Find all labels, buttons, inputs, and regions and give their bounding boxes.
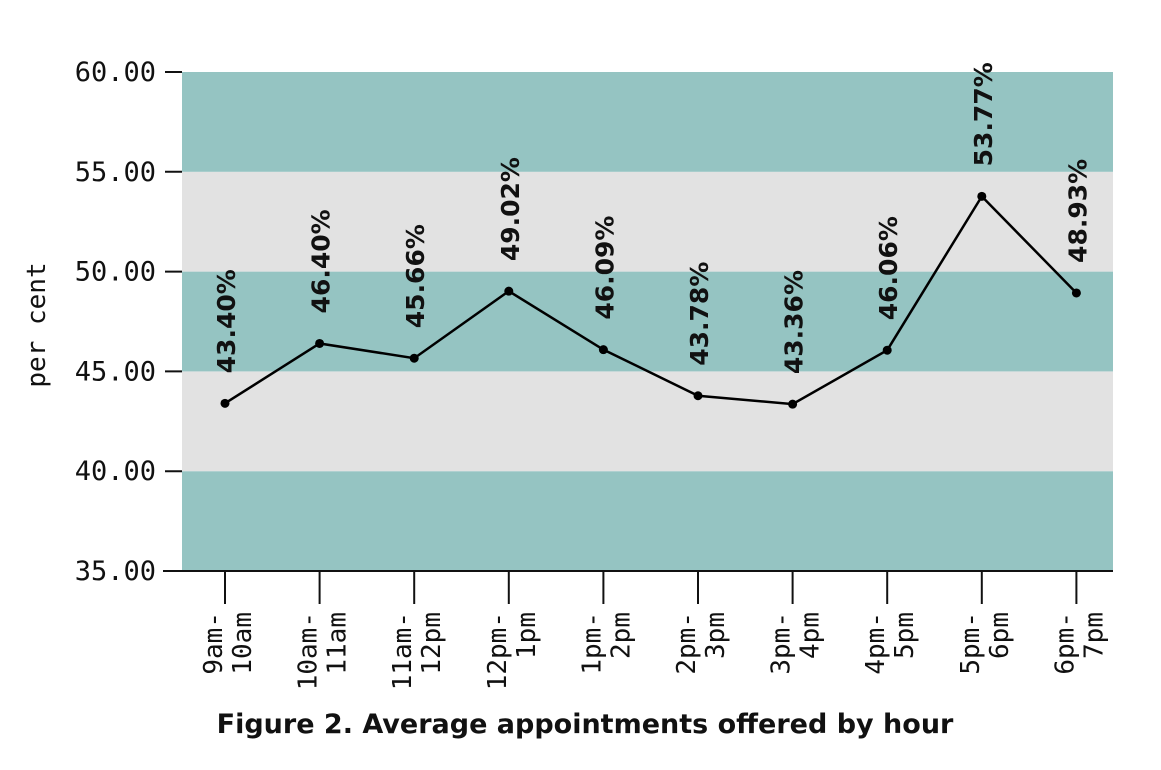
x-tick-label: 4pm-5pm bbox=[861, 612, 920, 675]
data-point bbox=[788, 399, 798, 409]
series-average-appointments bbox=[220, 191, 1081, 409]
data-label: 49.02% bbox=[496, 157, 525, 261]
background-bands bbox=[182, 72, 1113, 571]
y-tick-label: 50.00 bbox=[75, 257, 156, 288]
data-label: 46.09% bbox=[590, 216, 619, 320]
data-label: 43.36% bbox=[780, 270, 809, 374]
background-band bbox=[182, 171, 1113, 272]
data-label: 46.06% bbox=[874, 216, 903, 320]
x-tick-label: 2pm-3pm bbox=[672, 612, 731, 675]
data-point bbox=[504, 286, 514, 296]
x-tick-label: 3pm-4pm bbox=[767, 612, 826, 675]
y-axis-label: per cent bbox=[22, 262, 52, 387]
x-axis: 9am-10am 10am-11am 11am-12pm 12pm-1pm 1pm-2p… bbox=[163, 570, 1113, 690]
y-axis: 35.00 40.00 45.00 50.00 55.00 60.00 bbox=[75, 57, 182, 587]
data-point bbox=[409, 353, 419, 363]
data-label: 45.66% bbox=[401, 224, 430, 328]
x-tick-label: 9am-10am bbox=[199, 612, 258, 675]
data-point bbox=[882, 345, 892, 355]
x-tick-label: 12pm-1pm bbox=[483, 612, 542, 690]
x-tick-label: 6pm-7pm bbox=[1050, 612, 1109, 675]
data-label: 46.40% bbox=[307, 209, 336, 313]
x-tick-label: 11am-12pm bbox=[388, 612, 447, 690]
x-tick-label: 10am-11am bbox=[294, 612, 353, 690]
y-tick-label: 45.00 bbox=[75, 356, 156, 387]
data-point bbox=[598, 345, 608, 355]
background-band bbox=[182, 271, 1113, 372]
background-band bbox=[182, 72, 1113, 172]
background-band bbox=[182, 371, 1113, 472]
data-point bbox=[693, 391, 703, 401]
series-line bbox=[224, 194, 1078, 406]
data-label: 53.77% bbox=[969, 62, 998, 166]
data-point bbox=[315, 338, 325, 348]
x-tick-label: 1pm-2pm bbox=[577, 612, 636, 675]
x-tick-label: 5pm-6pm bbox=[956, 612, 1015, 675]
data-label: 43.78% bbox=[685, 262, 714, 366]
background-band bbox=[182, 471, 1113, 571]
y-tick-label: 40.00 bbox=[75, 456, 156, 487]
data-point bbox=[977, 191, 987, 201]
y-tick-label: 35.00 bbox=[75, 556, 156, 587]
data-label: 43.40% bbox=[212, 269, 241, 373]
figure-caption: Figure 2. Average appointments offered b… bbox=[217, 709, 954, 740]
y-tick-label: 60.00 bbox=[75, 57, 156, 88]
y-tick-label: 55.00 bbox=[75, 157, 156, 188]
data-labels: 43.40% 46.40% 45.66% 49.02% 46.09% 43.78% 43.3… bbox=[212, 62, 1092, 374]
data-label: 48.93% bbox=[1063, 159, 1092, 263]
data-point bbox=[220, 398, 230, 408]
data-point bbox=[1071, 288, 1081, 298]
